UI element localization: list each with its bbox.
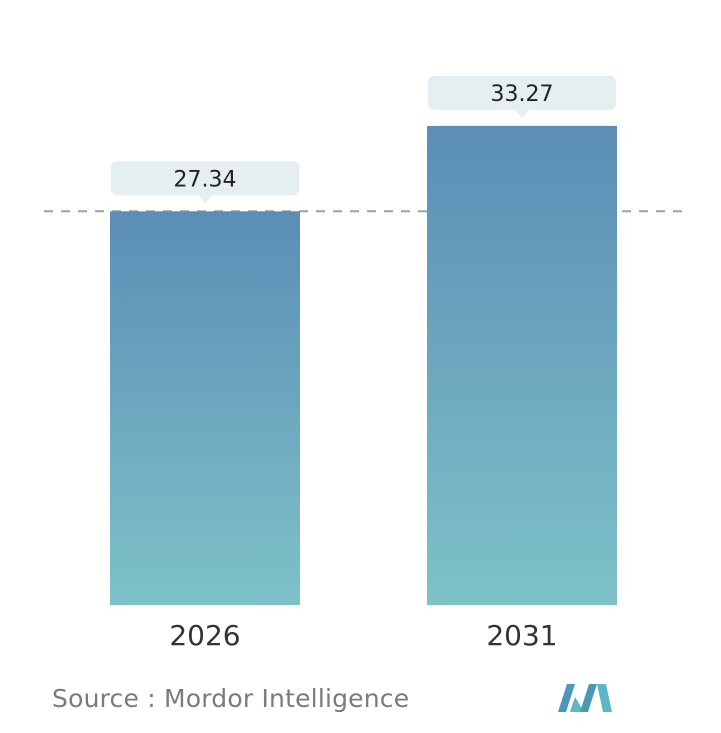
value-label-box	[428, 75, 616, 110]
data-label-2031: 33.27	[491, 82, 554, 107]
mordor-intelligence-logo-icon	[558, 684, 612, 712]
bar-2026	[110, 211, 300, 605]
data-label-2026: 27.34	[174, 167, 237, 192]
source-note: Source : Mordor Intelligence	[52, 684, 410, 713]
x-tick-label-2031: 2031	[486, 619, 557, 652]
bar-chart: 27.34 2026 33.27 2031	[44, 75, 690, 652]
bar-2031	[427, 125, 617, 606]
value-label-pointer	[515, 109, 529, 118]
value-label-box	[111, 161, 299, 196]
value-label-pointer	[198, 195, 212, 204]
x-tick-label-2026: 2026	[169, 619, 240, 652]
